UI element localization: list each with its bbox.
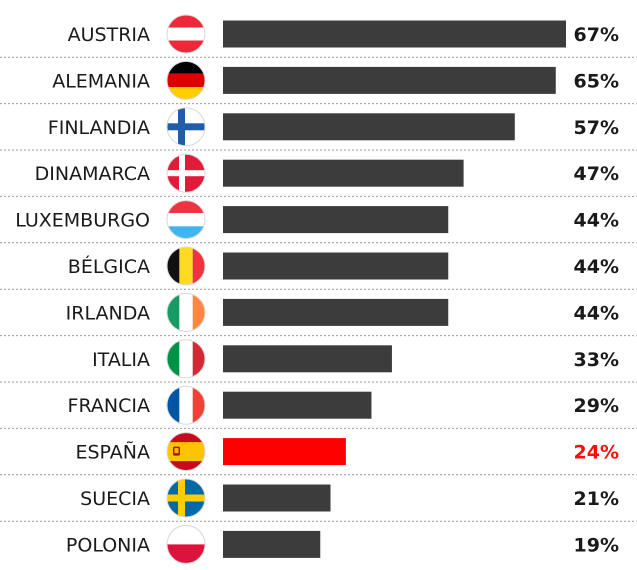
bar <box>223 20 566 48</box>
bar <box>223 298 449 326</box>
value-label: 19% <box>574 534 619 556</box>
bar <box>223 484 331 512</box>
denmark-flag-icon <box>166 153 206 193</box>
italy-flag-icon <box>166 339 206 379</box>
category-label: ITALIA <box>92 349 150 371</box>
chart-row: IRLANDA 44% <box>0 292 637 337</box>
value-label: 65% <box>574 70 619 92</box>
poland-flag-icon <box>166 524 206 564</box>
value-label: 44% <box>574 256 619 278</box>
bar <box>223 391 372 419</box>
bar <box>223 113 515 141</box>
sweden-flag-icon <box>166 478 206 518</box>
value-label: 44% <box>574 302 619 324</box>
chart-row: ESPAÑA 24% <box>0 432 637 476</box>
chart-row: SUECIA 21% <box>0 478 637 522</box>
value-label: 21% <box>574 488 619 510</box>
value-label: 24% <box>574 442 619 464</box>
chart-row: AUSTRIA 67% <box>0 14 637 58</box>
category-label: DINAMARCA <box>35 163 150 185</box>
value-label: 67% <box>574 24 619 46</box>
bar <box>223 438 346 466</box>
austria-flag-icon <box>166 14 206 54</box>
chart-row: FINLANDIA 57% <box>0 107 637 151</box>
value-label: 57% <box>574 117 619 139</box>
chart-row: ALEMANIA 65% <box>0 60 637 105</box>
category-label: SUECIA <box>80 488 150 510</box>
chart-row: ITALIA 33% <box>0 339 637 383</box>
category-label: FRANCIA <box>68 395 150 417</box>
category-label: IRLANDA <box>66 302 150 324</box>
bar <box>223 345 392 373</box>
france-flag-icon <box>166 385 206 425</box>
germany-flag-icon <box>166 60 206 100</box>
value-label: 33% <box>574 349 619 371</box>
chart-row: FRANCIA 29% <box>0 385 637 429</box>
chart-row: POLONIA 19% <box>66 524 619 564</box>
chart-row: DINAMARCA 47% <box>0 153 637 197</box>
bar <box>223 206 449 234</box>
value-label: 44% <box>574 210 619 232</box>
category-label: ESPAÑA <box>75 441 150 464</box>
bar <box>223 252 449 280</box>
chart-row: BÉLGICA 44% <box>0 246 637 290</box>
category-label: AUSTRIA <box>68 24 150 46</box>
category-label: POLONIA <box>66 534 150 556</box>
value-label: 29% <box>574 395 619 417</box>
luxembourg-flag-icon <box>166 200 206 240</box>
bar <box>223 530 321 558</box>
spain-flag-icon <box>166 432 206 472</box>
value-label: 47% <box>574 163 619 185</box>
category-label: BÉLGICA <box>68 255 150 278</box>
chart-row: LUXEMBURGO 44% <box>0 200 637 244</box>
category-label: LUXEMBURGO <box>15 210 150 232</box>
category-label: FINLANDIA <box>48 117 150 139</box>
finland-flag-icon <box>166 107 206 147</box>
category-label: ALEMANIA <box>52 70 150 92</box>
bar <box>223 66 556 94</box>
bar <box>223 159 464 187</box>
belgium-flag-icon <box>166 246 206 286</box>
ireland-flag-icon <box>166 292 206 332</box>
